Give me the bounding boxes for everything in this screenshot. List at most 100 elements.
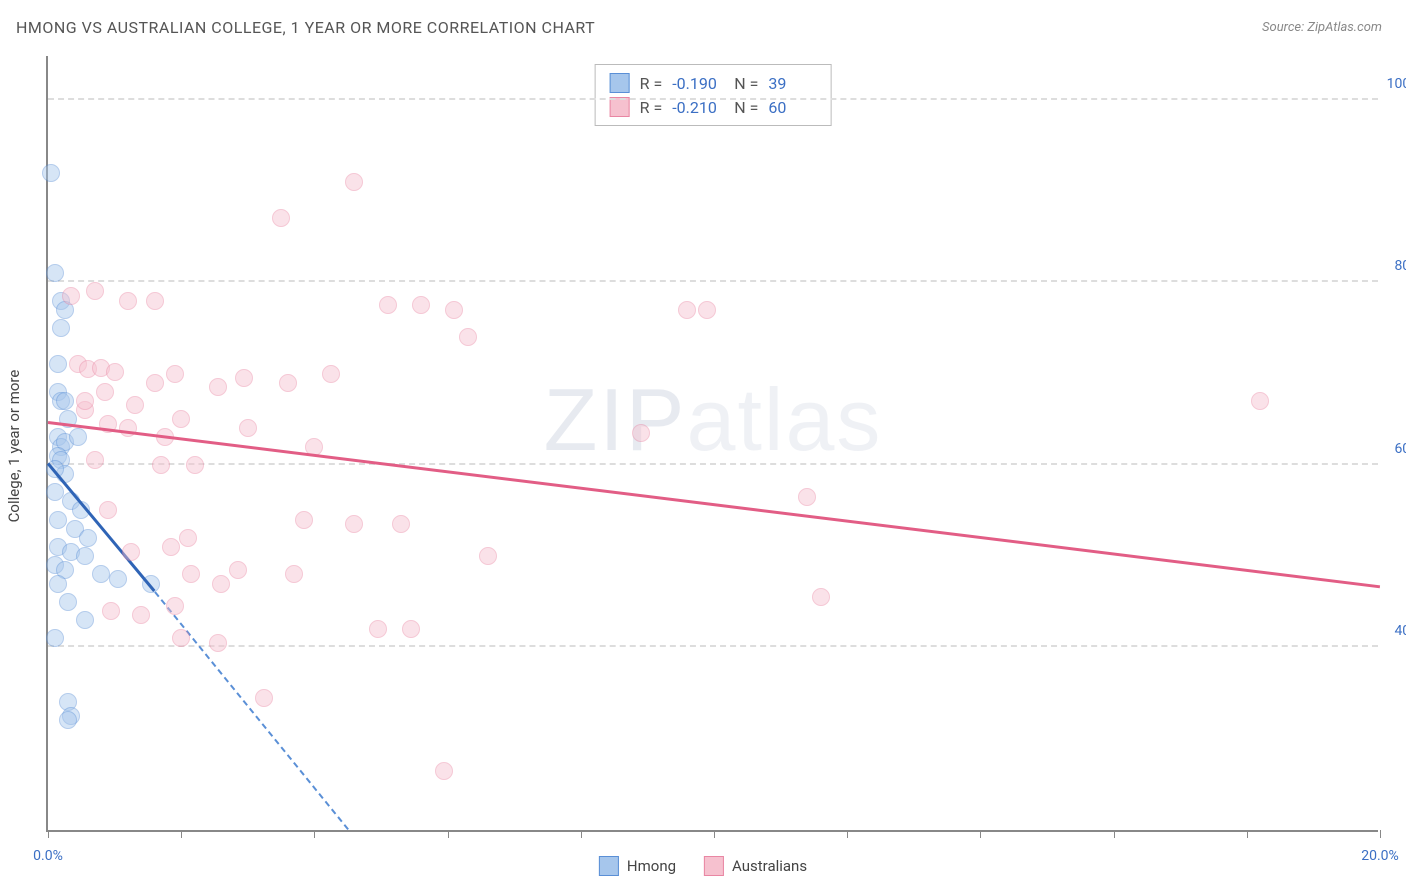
scatter-point-australians <box>92 359 110 377</box>
scatter-point-australians <box>126 396 144 414</box>
scatter-point-australians <box>209 634 227 652</box>
scatter-point-australians <box>698 301 716 319</box>
scatter-point-hmong <box>46 556 64 574</box>
scatter-point-australians <box>369 620 387 638</box>
legend-item: Australians <box>704 856 807 876</box>
gridline-h <box>48 280 1378 282</box>
y-tick-label: 80.0% <box>1394 258 1406 274</box>
scatter-point-australians <box>166 365 184 383</box>
x-tick <box>847 830 848 838</box>
scatter-point-australians <box>235 369 253 387</box>
scatter-point-australians <box>179 529 197 547</box>
scatter-point-australians <box>402 620 420 638</box>
scatter-point-australians <box>79 360 97 378</box>
x-tick <box>1380 830 1381 838</box>
scatter-point-australians <box>62 287 80 305</box>
scatter-point-hmong <box>52 292 70 310</box>
scatter-point-hmong <box>92 565 110 583</box>
scatter-point-australians <box>812 588 830 606</box>
scatter-point-australians <box>1251 392 1269 410</box>
scatter-point-australians <box>106 363 124 381</box>
scatter-point-australians <box>69 355 87 373</box>
scatter-point-australians <box>798 488 816 506</box>
scatter-point-australians <box>76 401 94 419</box>
scatter-point-hmong <box>56 392 74 410</box>
chart-title: HMONG VS AUSTRALIAN COLLEGE, 1 YEAR OR M… <box>16 18 595 37</box>
trendline-dash-hmong <box>154 591 349 830</box>
scatter-point-hmong <box>76 611 94 629</box>
scatter-point-hmong <box>46 483 64 501</box>
x-tick <box>1247 830 1248 838</box>
scatter-point-australians <box>229 561 247 579</box>
legend-swatch <box>704 856 724 876</box>
x-tick <box>980 830 981 838</box>
scatter-point-hmong <box>59 593 77 611</box>
scatter-point-hmong <box>56 433 74 451</box>
scatter-point-hmong <box>49 575 67 593</box>
swatch-australians <box>610 97 630 117</box>
stats-legend: R =-0.190 N =39 R = -0.210 N = 60 <box>595 64 832 126</box>
x-tick-label: 20.0% <box>1361 848 1399 864</box>
scatter-point-hmong <box>79 529 97 547</box>
scatter-point-hmong <box>52 438 70 456</box>
legend-label: Australians <box>732 857 807 875</box>
scatter-point-australians <box>632 424 650 442</box>
source-attribution: Source: ZipAtlas.com <box>1262 20 1382 35</box>
y-tick-label: 60.0% <box>1394 441 1406 457</box>
x-tick <box>1114 830 1115 838</box>
x-tick <box>48 830 49 838</box>
scatter-point-australians <box>479 547 497 565</box>
scatter-point-australians <box>186 456 204 474</box>
stat-R-value: -0.210 <box>672 98 720 117</box>
y-tick-label: 40.0% <box>1394 623 1406 639</box>
watermark: ZIPatlas <box>544 369 883 471</box>
scatter-point-australians <box>132 606 150 624</box>
stat-R-label: R = <box>640 98 663 117</box>
scatter-point-australians <box>182 565 200 583</box>
scatter-point-australians <box>285 565 303 583</box>
scatter-point-australians <box>445 301 463 319</box>
scatter-point-hmong <box>59 711 77 729</box>
scatter-point-australians <box>412 296 430 314</box>
scatter-point-hmong <box>52 319 70 337</box>
scatter-point-australians <box>86 282 104 300</box>
trendline-australians <box>48 421 1380 588</box>
scatter-point-australians <box>322 365 340 383</box>
stats-row-hmong: R =-0.190 N =39 <box>610 71 817 95</box>
scatter-point-hmong <box>49 355 67 373</box>
scatter-point-australians <box>239 419 257 437</box>
scatter-point-hmong <box>52 451 70 469</box>
scatter-point-hmong <box>76 547 94 565</box>
watermark-bold: ZIP <box>544 370 687 469</box>
y-tick-label: 100.0% <box>1387 76 1406 92</box>
scatter-point-australians <box>345 173 363 191</box>
scatter-point-australians <box>279 374 297 392</box>
scatter-point-australians <box>99 501 117 519</box>
legend-item: Hmong <box>599 856 676 876</box>
scatter-point-hmong <box>52 392 70 410</box>
scatter-point-hmong <box>49 511 67 529</box>
legend-label: Hmong <box>627 857 676 875</box>
scatter-point-australians <box>272 209 290 227</box>
scatter-point-hmong <box>62 707 80 725</box>
stat-R-value: -0.190 <box>672 74 720 93</box>
legend-swatch <box>599 856 619 876</box>
gridline-h <box>48 463 1378 465</box>
series-legend: Hmong Australians <box>599 856 807 876</box>
stat-N-label: N = <box>730 98 758 117</box>
scatter-point-australians <box>295 511 313 529</box>
gridline-h <box>48 645 1378 647</box>
scatter-point-hmong <box>109 570 127 588</box>
x-tick <box>314 830 315 838</box>
plot-area: ZIPatlas R =-0.190 N =39R =-0.210 N =60 … <box>46 56 1378 832</box>
stat-N-value: 60 <box>768 98 816 117</box>
scatter-point-australians <box>162 538 180 556</box>
stat-N-value: 39 <box>768 74 816 93</box>
scatter-point-hmong <box>62 543 80 561</box>
scatter-point-australians <box>255 689 273 707</box>
x-tick <box>448 830 449 838</box>
gridline-h <box>48 98 1378 100</box>
scatter-point-australians <box>212 575 230 593</box>
scatter-point-hmong <box>49 538 67 556</box>
scatter-point-australians <box>146 374 164 392</box>
